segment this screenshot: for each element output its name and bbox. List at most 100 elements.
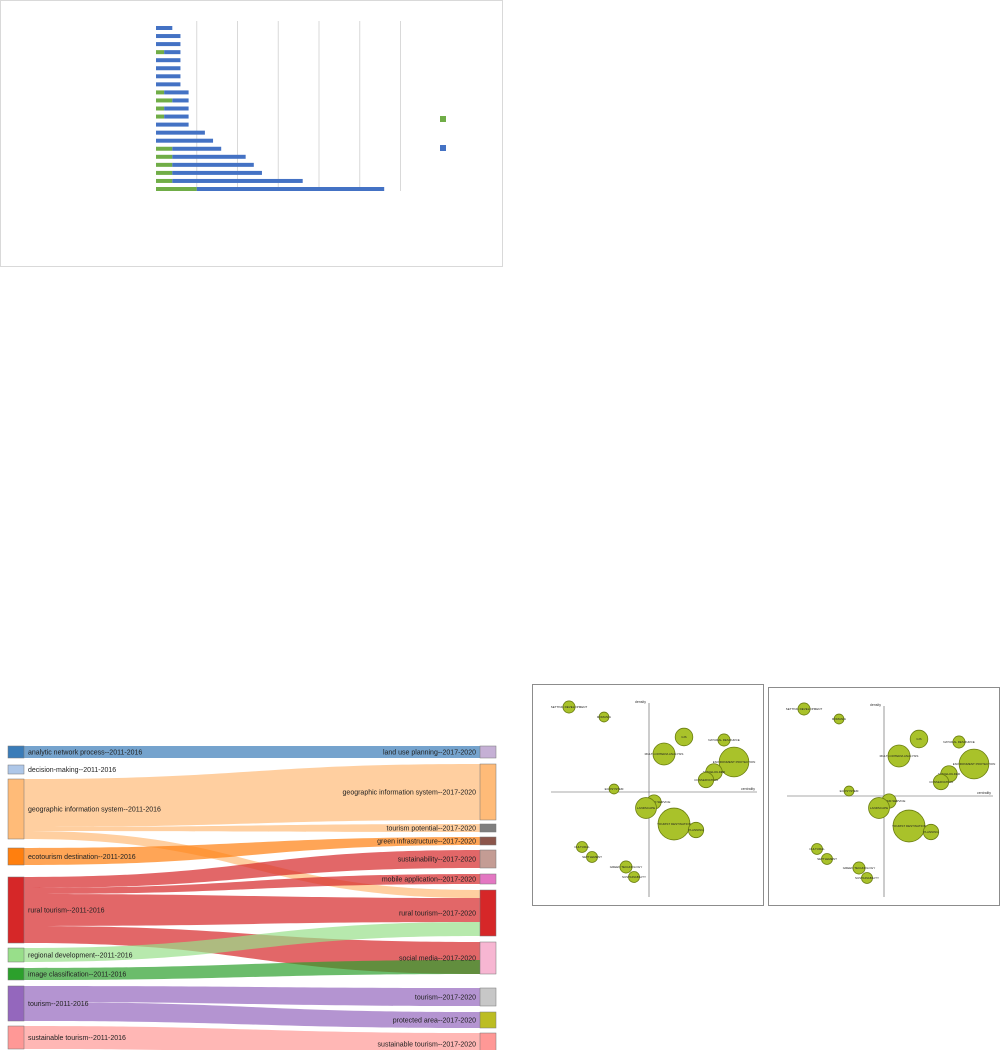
theme-bubble <box>868 797 890 819</box>
theme-label: ECOSYSTEM SERVICE <box>873 799 906 803</box>
sankey-right-node <box>479 745 497 759</box>
theme-label: CULTURAL <box>809 847 825 851</box>
theme-bubble <box>635 797 657 819</box>
sankey-left-label: sustainable tourism--2011-2016 <box>28 1035 126 1042</box>
sankey-flow <box>24 764 480 827</box>
theme-label: GREEN TECHNOLOGY <box>843 866 875 870</box>
sankey-left-node <box>7 947 25 963</box>
theme-label: TOURIST DESTINATION <box>657 822 691 826</box>
sankey-right-node <box>479 873 497 885</box>
theme-bubble <box>797 702 811 716</box>
theme-bubble <box>952 735 966 749</box>
sankey-flow <box>24 850 480 888</box>
sankey-left-label: decision-making--2011-2016 <box>28 767 116 774</box>
sankey-right-node <box>479 941 497 975</box>
sankey-left-node <box>7 778 25 840</box>
sankey-right-label: geographic information system--2017-2020 <box>343 790 477 797</box>
theme-bubble <box>598 711 610 723</box>
sankey-right-label: mobile application--2017-2020 <box>382 877 476 884</box>
theme-bubble <box>586 851 598 863</box>
theme-label: CONSERVATION <box>929 780 953 784</box>
sankey-flow <box>24 986 480 1006</box>
theme-label: SUSTAINABILITY <box>622 875 646 879</box>
sankey-left-label: rural tourism--2011-2016 <box>28 908 105 915</box>
sankey-left-label: analytic network process--2011-2016 <box>28 750 142 757</box>
theme-label: ENVIRONMENT PROTECTION <box>713 760 756 764</box>
theme-label: PLANNING <box>688 828 704 832</box>
bar-segment-blue <box>156 138 214 143</box>
sankey-left-label: tourism--2011-2016 <box>28 1001 89 1008</box>
sankey-left-label: geographic information system--2011-2016 <box>28 807 161 814</box>
theme-bubble <box>697 771 715 789</box>
sankey-right-node <box>479 1011 497 1029</box>
bar-segment-blue <box>156 82 181 87</box>
bar-segment-blue <box>156 42 181 47</box>
sankey-right-label: tourism potential--2017-2020 <box>387 826 477 833</box>
bar-chart-canvas <box>156 21 446 191</box>
sankey-flow <box>24 922 480 962</box>
theme-label: LANDSCAPE <box>637 806 655 810</box>
vertical-axis-label: density <box>870 703 881 707</box>
sankey-left-label: image classification--2011-2016 <box>28 972 126 979</box>
bar-segment-blue <box>164 50 181 55</box>
bar-segment-blue <box>156 34 181 39</box>
sankey-left-node <box>7 847 25 866</box>
thematic-map-left-canvas: density centrality SETTING DEVELOPMENT ROMA… <box>551 700 757 897</box>
theme-label: SETTING DEVELOPMENT <box>551 705 588 709</box>
sankey-right-node <box>479 849 497 869</box>
theme-bubble <box>852 861 866 875</box>
theme-bubble <box>811 843 823 855</box>
bar-segment-blue <box>164 106 189 111</box>
theme-bubble <box>608 783 620 795</box>
sankey-flow <box>24 746 480 758</box>
theme-label: STAKEHOLDER <box>703 770 726 774</box>
sankey-left-node <box>7 764 25 775</box>
theme-bubble <box>652 742 676 766</box>
bar-segment-green <box>156 146 173 151</box>
bar-segment-blue <box>164 90 189 95</box>
sankey-flow <box>24 1026 480 1050</box>
sankey-right-label: protected area--2017-2020 <box>393 1018 476 1025</box>
theme-bubble <box>674 727 694 747</box>
bar-segment-blue <box>164 114 189 119</box>
sankey-right-label: land use planning--2017-2020 <box>383 750 476 757</box>
theme-bubble <box>932 773 950 791</box>
bar-segment-green <box>156 114 165 119</box>
theme-label: MULTI-CRITERIA ANALYSIS <box>880 754 919 758</box>
theme-bubble <box>843 785 855 797</box>
sankey-left-node <box>7 1025 25 1050</box>
sankey-left-node <box>7 876 25 944</box>
theme-bubble <box>718 746 750 778</box>
theme-label: SUSTAINABILITY <box>855 876 879 880</box>
sankey-right-label: green infrastructure--2017-2020 <box>377 839 476 846</box>
theme-bubble <box>909 729 929 749</box>
bar-segment-blue <box>156 74 181 79</box>
theme-bubble <box>833 713 845 725</box>
theme-bubble <box>657 807 691 841</box>
theme-label: ROMANIA <box>832 717 846 721</box>
sankey-right-label: rural tourism--2017-2020 <box>399 911 476 918</box>
thematic-map-left: density centrality SETTING DEVELOPMENT ROMA… <box>532 684 764 906</box>
theme-label: SETTLEMENT <box>817 857 837 861</box>
theme-label: ROMANIA <box>597 715 611 719</box>
theme-bubble <box>892 809 926 843</box>
bar-segment-green <box>156 90 165 95</box>
bar-segment-green <box>156 154 173 159</box>
bar-segment-blue <box>156 58 181 63</box>
theme-label: ECOSYSTEM <box>840 789 859 793</box>
theme-label: GIS <box>681 735 686 739</box>
bar-segment-green <box>156 187 197 191</box>
sankey-right-label: social media--2017-2020 <box>399 956 476 963</box>
theme-bubble <box>562 700 576 714</box>
sankey-right-node <box>479 1032 497 1050</box>
theme-label: NATURAL RESOURCE <box>943 740 975 744</box>
theme-label: LANDSCAPE <box>870 806 888 810</box>
legend-swatch <box>440 145 446 151</box>
theme-label: CONSERVATION <box>694 778 718 782</box>
sankey-right-node <box>479 836 497 846</box>
bar-segment-green <box>156 162 173 167</box>
sankey-right-node <box>479 987 497 1007</box>
sankey-left-label: regional development--2011-2016 <box>28 953 133 960</box>
theme-bubble <box>717 733 731 747</box>
theme-bubble <box>628 871 640 883</box>
